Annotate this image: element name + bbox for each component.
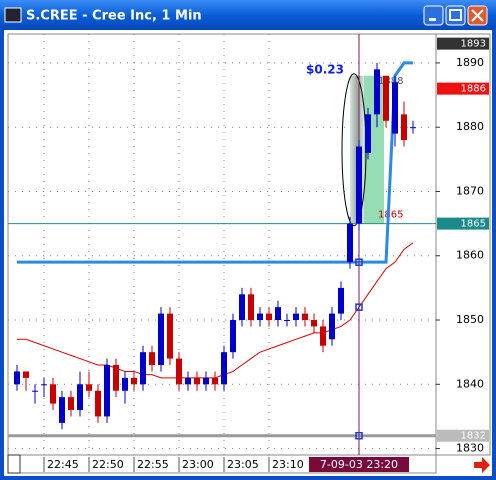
x-tick-label: 22:55 (137, 458, 169, 471)
candle-body (86, 384, 92, 391)
candle-body (77, 384, 83, 411)
candle-body (167, 313, 173, 359)
candle-body (239, 294, 245, 321)
candle-body (104, 365, 110, 417)
candle-body (50, 384, 56, 404)
candle-body (230, 320, 236, 353)
close-button[interactable] (467, 5, 488, 26)
candle-body (176, 358, 182, 385)
candle-body (158, 313, 164, 366)
box-high-label: 1888 (378, 76, 403, 87)
candle-body (140, 352, 146, 385)
candle-body (374, 69, 380, 115)
candle-body (347, 223, 353, 263)
candle-body (365, 114, 371, 153)
axis-flag (437, 37, 489, 50)
y-tick-label: 1890 (456, 56, 484, 69)
cursor-dot (355, 431, 363, 440)
x-tick-label: 23:05 (227, 458, 259, 471)
y-tick-label: 1870 (456, 184, 484, 197)
axis-flag-label: 1865 (461, 219, 486, 230)
candle-body (284, 320, 290, 322)
cursor-time-bg (309, 457, 409, 472)
candle-body (248, 294, 254, 321)
axis-flag (437, 82, 489, 95)
candle-body (311, 320, 317, 327)
candle-body (212, 377, 218, 385)
y-tick-label: 1830 (456, 442, 484, 455)
candle-body (95, 390, 101, 417)
candle-body (149, 352, 155, 366)
candle-body (32, 390, 38, 392)
candle-body (113, 365, 119, 391)
minimize-button[interactable] (423, 5, 444, 26)
candle-body (194, 377, 200, 385)
maximize-button[interactable] (445, 5, 466, 26)
axis-corner (7, 454, 21, 474)
y-tick-label: 1840 (456, 377, 484, 390)
plot: 1830 1840 1850 1860 1870 1880 1890 22:45 22:50 22… (8, 34, 489, 472)
axis-flag (437, 217, 489, 230)
scroll-arrow[interactable] (474, 457, 490, 473)
candle-body (68, 397, 74, 411)
y-tick-label: 1880 (456, 120, 484, 133)
x-tick-label: 23:00 (182, 458, 214, 471)
y-tick-label: 1850 (456, 313, 484, 326)
candle-body (275, 307, 281, 321)
candle-body (14, 371, 20, 385)
cursor-dot (355, 258, 363, 266)
candle-body (383, 75, 389, 121)
title-bar (0, 0, 496, 30)
candle-body (320, 326, 326, 346)
candle-body (59, 397, 65, 423)
candle-body (131, 377, 137, 385)
candle-body (23, 371, 29, 378)
axis-flag-label: 1893 (461, 39, 486, 50)
x-tick-label: 22:50 (92, 458, 124, 471)
candle-body (293, 313, 299, 321)
candle-body (392, 82, 398, 134)
y-tick-label: 1860 (456, 249, 484, 262)
candle-body (221, 352, 227, 385)
x-tick-label: 23:10 (272, 458, 304, 471)
candle-body (266, 313, 272, 321)
candle-body (257, 313, 263, 321)
candle-body (302, 313, 308, 321)
candle-body (41, 384, 47, 386)
box-low-label: 1865 (378, 210, 403, 221)
trail-line (17, 61, 413, 264)
candle-body (410, 127, 416, 129)
candle-body (185, 377, 191, 385)
axis-flag-label: 1832 (461, 431, 486, 442)
candle-body (338, 287, 344, 314)
cursor-time-label: 7-09-03 23:20 (320, 458, 398, 471)
axis-flag-label: 1886 (461, 84, 486, 95)
cursor-dot (355, 303, 363, 311)
x-tick-label: 22:45 (47, 458, 79, 471)
candle-body (356, 146, 362, 224)
candle-body (122, 377, 128, 391)
app-icon (4, 7, 22, 23)
gain-label: $0.23 (306, 62, 344, 76)
candle-body (203, 377, 209, 385)
candle-body (329, 313, 335, 340)
candle-body (401, 114, 407, 141)
price-axis (435, 33, 491, 456)
window-title: S.CREE - Cree Inc, 1 Min (26, 9, 202, 24)
axis-flag (437, 429, 489, 442)
